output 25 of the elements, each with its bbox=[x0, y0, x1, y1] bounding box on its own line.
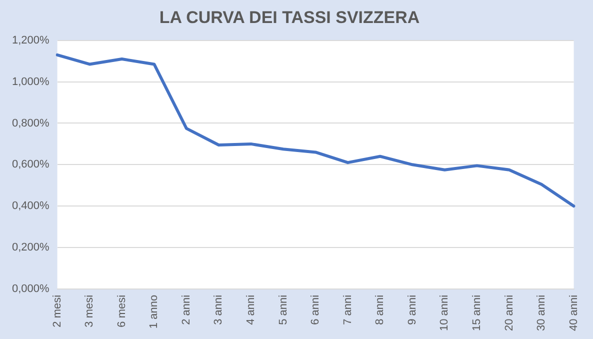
x-tick-label: 15 anni bbox=[470, 294, 483, 332]
x-tick-label: 7 anni bbox=[342, 294, 354, 325]
x-tick-label: 3 mesi bbox=[84, 294, 96, 328]
x-tick-label: 20 anni bbox=[503, 294, 516, 332]
chart-title: LA CURVA DEI TASSI SVIZZERA bbox=[159, 8, 420, 27]
x-tick-label: 30 anni bbox=[536, 294, 548, 332]
x-tick-label: 8 anni bbox=[374, 294, 386, 325]
y-tick-label: 0,200% bbox=[12, 242, 50, 254]
x-tick-label: 4 anni bbox=[245, 294, 258, 325]
x-tick-label: 9 anni bbox=[406, 294, 418, 325]
y-tick-label: 0,800% bbox=[12, 117, 50, 130]
y-tick-label: 1,000% bbox=[12, 76, 50, 88]
x-tick-label: 6 anni bbox=[310, 294, 322, 325]
x-tick-label: 2 anni bbox=[180, 294, 192, 325]
x-tick-label: 40 anni bbox=[568, 294, 580, 332]
x-tick-label: 10 anni bbox=[438, 294, 451, 332]
y-tick-label: 1,200% bbox=[12, 34, 50, 46]
x-tick-label: 3 anni bbox=[212, 294, 225, 325]
x-tick-label: 1 anno bbox=[148, 294, 160, 329]
x-tick-label: 6 mesi bbox=[116, 294, 128, 328]
y-tick-label: 0,000% bbox=[12, 282, 50, 295]
x-tick-label: 5 anni bbox=[277, 294, 290, 325]
x-tick-label: 2 mesi bbox=[51, 294, 64, 328]
y-tick-label: 0,400% bbox=[12, 200, 50, 212]
y-tick-label: 0,600% bbox=[12, 158, 50, 171]
